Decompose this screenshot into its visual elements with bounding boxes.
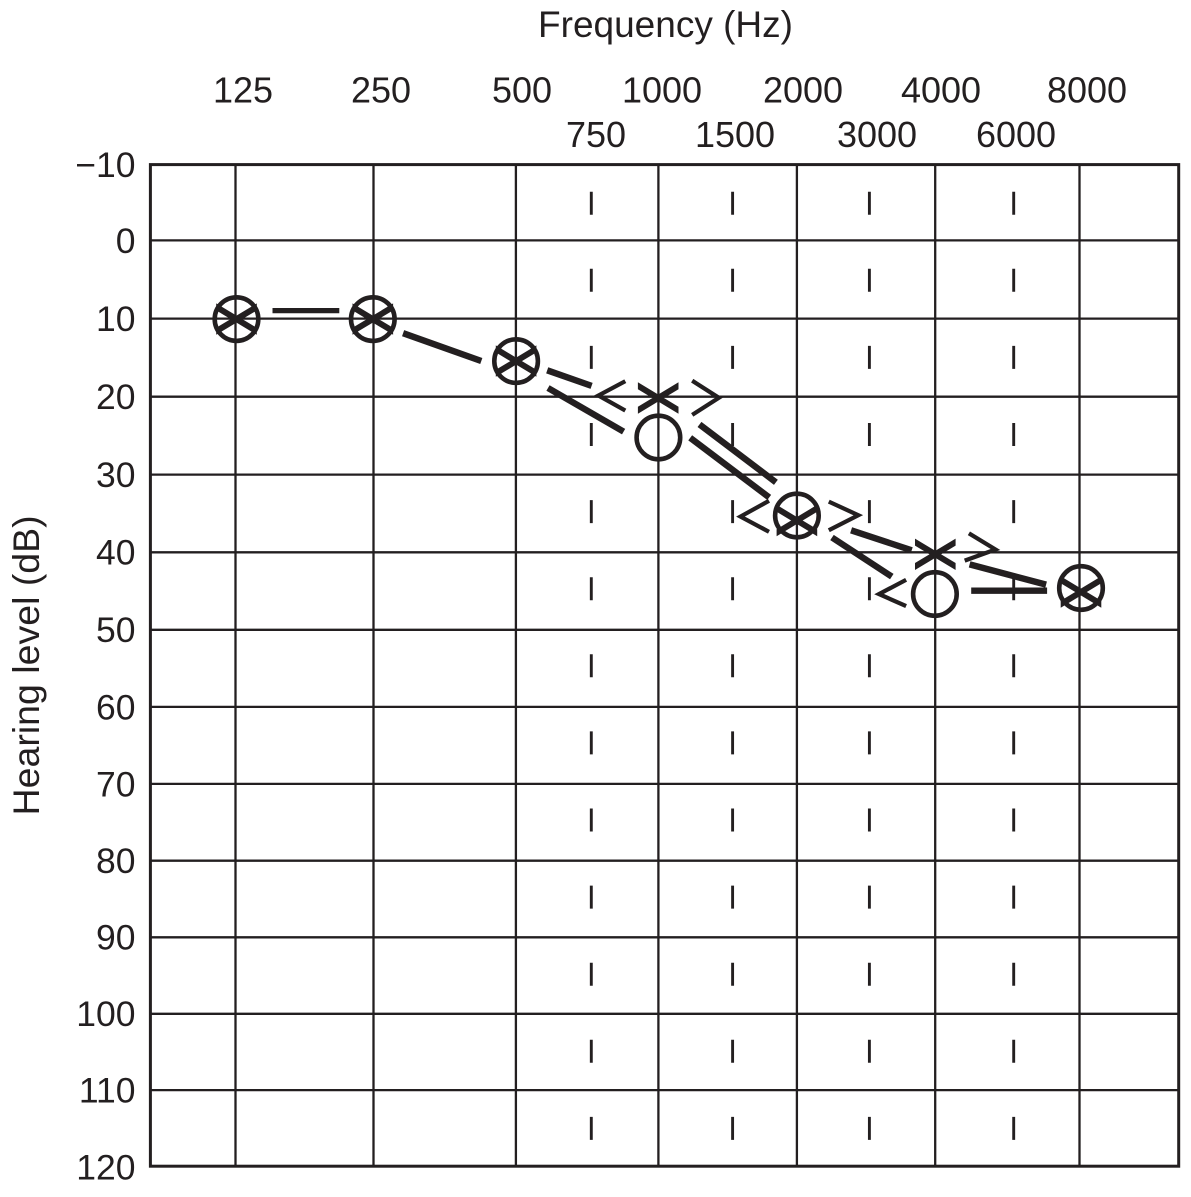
svg-text:2000: 2000	[763, 70, 843, 111]
svg-text:90: 90	[96, 918, 136, 958]
svg-text:250: 250	[351, 70, 411, 111]
svg-text:60: 60	[96, 687, 136, 727]
svg-text:6000: 6000	[976, 114, 1056, 155]
svg-text:1500: 1500	[695, 114, 775, 155]
svg-text:110: 110	[79, 1071, 136, 1111]
svg-text:40: 40	[96, 533, 136, 573]
svg-text:Hearing level (dB): Hearing level (dB)	[5, 515, 47, 815]
svg-text:120: 120	[76, 1147, 135, 1187]
svg-text:70: 70	[96, 764, 136, 804]
svg-text:50: 50	[96, 610, 136, 650]
svg-text:0: 0	[116, 221, 136, 261]
svg-text:750: 750	[566, 114, 626, 155]
svg-text:10: 10	[96, 299, 136, 339]
svg-text:3000: 3000	[837, 114, 917, 155]
svg-text:100: 100	[76, 994, 135, 1034]
svg-text:20: 20	[96, 377, 136, 417]
svg-text:1000: 1000	[622, 70, 702, 111]
svg-text:8000: 8000	[1047, 70, 1127, 111]
svg-text:80: 80	[96, 841, 136, 881]
svg-text:500: 500	[492, 70, 552, 111]
svg-text:4000: 4000	[901, 70, 981, 111]
svg-text:30: 30	[96, 455, 136, 495]
svg-text:Frequency (Hz): Frequency (Hz)	[538, 4, 793, 45]
svg-text:−10: −10	[75, 145, 135, 185]
svg-text:125: 125	[213, 70, 273, 111]
